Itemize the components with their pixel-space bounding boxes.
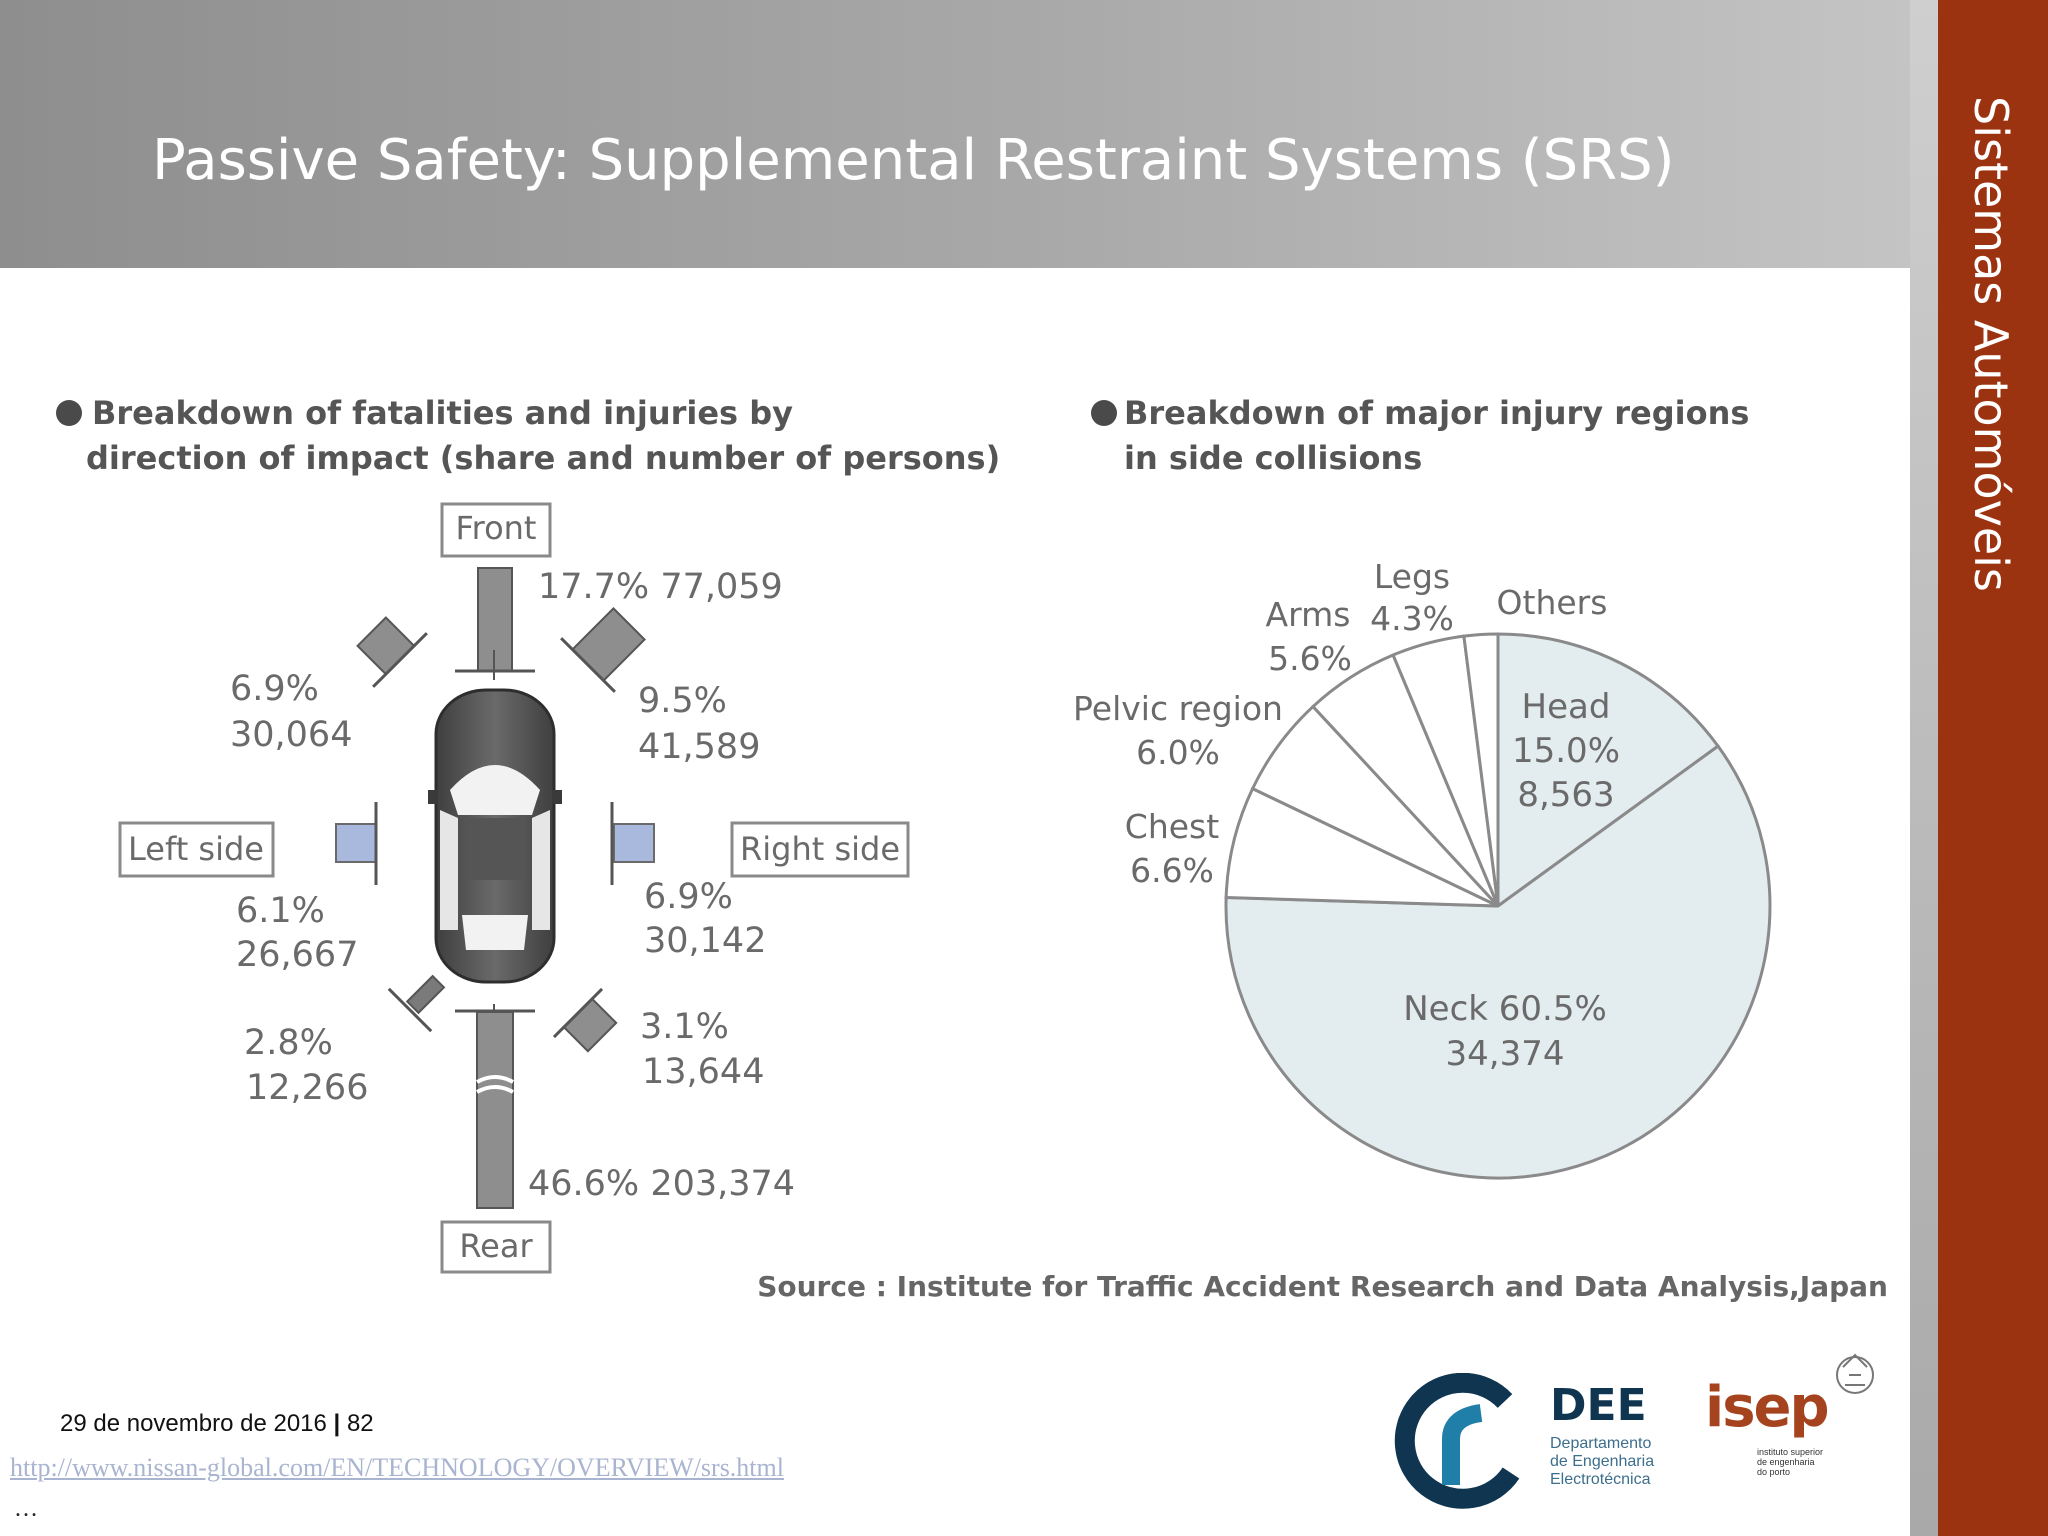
isep-emblem-icon [1836, 1353, 1874, 1394]
sidebar-label: Sistemas Automóveis [1964, 96, 2018, 592]
side-strip [1910, 0, 1938, 1536]
pie-label-head-percent: 15.0% [1512, 731, 1620, 771]
rear-left-count-label: 12,266 [246, 1068, 368, 1108]
footer-date: 29 de novembro de 2016 | 82 [60, 1410, 374, 1438]
impact-figure: Breakdown of fatalities and injuries by … [56, 394, 1000, 1274]
pie-label-chest-percent: 6.6% [1130, 851, 1214, 890]
pie-label-chest-name: Chest [1125, 807, 1219, 846]
footer-page-number: 82 [346, 1410, 374, 1437]
pie-label-pelvic-name: Pelvic region [1073, 689, 1283, 728]
left-label: Left side [128, 830, 264, 868]
isep-name: isep [1705, 1375, 1830, 1440]
footer-date-text: 29 de novembro de 2016 [60, 1410, 327, 1437]
pie-label-neck-count: 34,374 [1446, 1034, 1565, 1074]
pie-slice-neck [1224, 744, 1772, 1180]
right-percent-label: 6.9% [644, 877, 733, 917]
right-label-box [730, 821, 910, 878]
sidebar-label-box: Sistemas Automóveis [1964, 96, 2018, 656]
impact-heading-line1: Breakdown of fatalities and injuries by [92, 394, 793, 432]
front-label: Front [456, 509, 537, 547]
rear-value-label: 46.6% 203,374 [528, 1164, 795, 1204]
slide-title: Passive Safety: Supplemental Restraint S… [152, 128, 1675, 193]
pie-slice-chest [1224, 786, 1499, 908]
pie-label-arms-percent: 5.6% [1268, 639, 1352, 678]
pie-label-others: Others [1497, 583, 1608, 622]
pie-figure: Breakdown of major injury regions in sid… [1073, 394, 1772, 1180]
left-arrow [335, 823, 377, 863]
front-value-label: 17.7% 77,059 [538, 567, 783, 607]
bullet-icon [1091, 400, 1117, 426]
rear-arrow [476, 1011, 514, 1209]
dee-subtitle-line1: Departamento [1550, 1435, 1652, 1452]
front-left-count-label: 30,064 [230, 715, 352, 755]
front-label-box [440, 502, 552, 558]
rear-right-percent-label: 3.1% [640, 1007, 729, 1047]
dee-subtitle-line3: Electrotécnica [1550, 1471, 1651, 1488]
header-banner [0, 0, 1910, 268]
front-right-arrow [560, 607, 646, 693]
rear-left-arrow [387, 974, 446, 1033]
pie-label-head-name: Head [1522, 687, 1611, 727]
left-label-box [118, 821, 275, 878]
source-link[interactable]: http://www.nissan-global.com/EN/TECHNOLO… [10, 1453, 784, 1482]
pie-label-pelvic-percent: 6.0% [1136, 733, 1220, 772]
pie-label-head-count: 8,563 [1517, 775, 1614, 815]
figure-canvas: Breakdown of fatalities and injuries by … [56, 394, 1888, 1303]
car-icon [428, 688, 562, 984]
impact-heading-line2: direction of impact (share and number of… [86, 439, 1000, 477]
right-label: Right side [740, 830, 900, 868]
pie-slice-head [1496, 632, 1721, 909]
left-percent-label: 6.1% [236, 891, 325, 931]
bullet-icon [56, 400, 82, 426]
pie-slice-others [1462, 632, 1500, 907]
sidebar [1938, 0, 2048, 1536]
dee-subtitle: Departamento de Engenharia Electrotécnic… [1550, 1435, 1654, 1489]
rear-right-count-label: 13,644 [642, 1052, 764, 1092]
front-right-count-label: 41,589 [638, 727, 760, 767]
pie-slices [1224, 632, 1772, 1180]
rear-right-arrow [552, 987, 618, 1053]
pie-label-neck: Neck 60.5% [1403, 989, 1607, 1029]
front-left-percent-label: 6.9% [230, 669, 319, 709]
right-arrow [613, 823, 655, 863]
logo-area: DEE Departamento de Engenharia Electroté… [1385, 1345, 1890, 1520]
left-count-label: 26,667 [236, 935, 358, 975]
isep-subtitle: instituto superior de engenharia do port… [1757, 1447, 1824, 1477]
source-note: Source : Institute for Traffic Accident … [757, 1270, 1888, 1303]
pie-heading-line1: Breakdown of major injury regions [1124, 394, 1749, 432]
footer-separator: | [333, 1410, 341, 1437]
rear-label-box [440, 1220, 552, 1274]
dee-subtitle-line2: de Engenharia [1550, 1453, 1655, 1470]
pie-label-legs-percent: 4.3% [1370, 599, 1454, 638]
pie-label-legs-name: Legs [1374, 557, 1450, 596]
front-right-percent-label: 9.5% [638, 681, 727, 721]
right-count-label: 30,142 [644, 921, 766, 961]
dee-name: DEE [1550, 1380, 1647, 1431]
rear-label: Rear [459, 1227, 533, 1265]
front-left-arrow [356, 616, 428, 688]
pie-label-arms-name: Arms [1266, 595, 1351, 634]
pie-heading-line2: in side collisions [1124, 439, 1422, 477]
dee-logo-icon [1394, 1373, 1520, 1509]
rear-left-percent-label: 2.8% [244, 1023, 333, 1063]
footer-ellipsis: … [14, 1496, 38, 1522]
